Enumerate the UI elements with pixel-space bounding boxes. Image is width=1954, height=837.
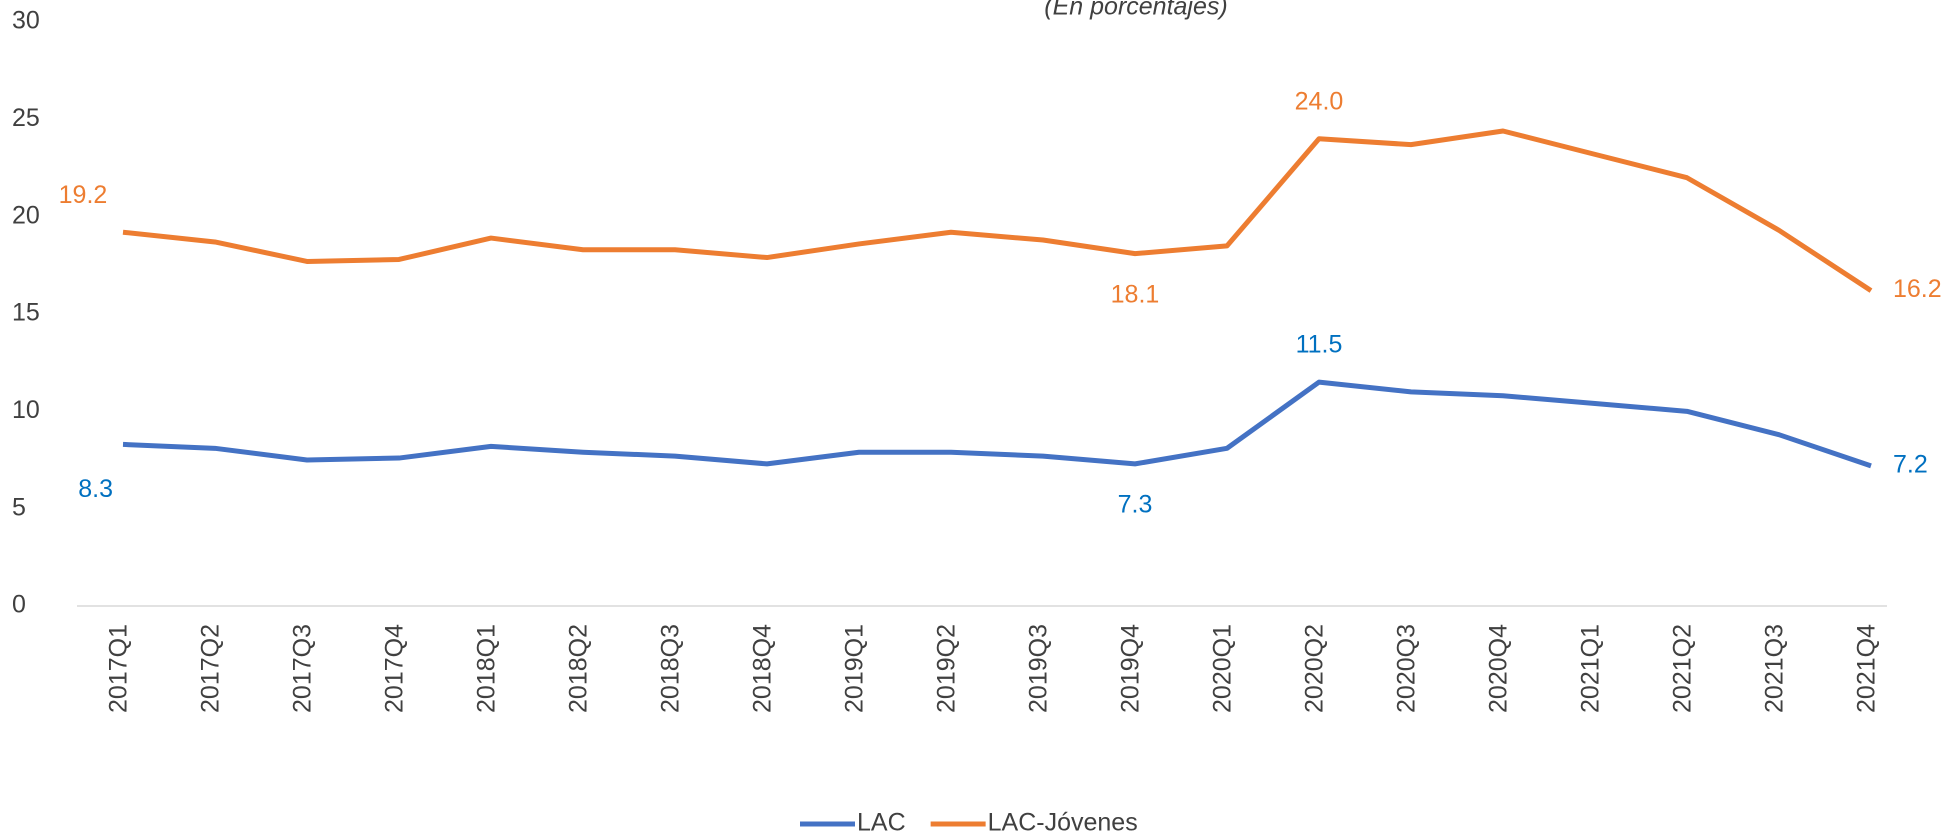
x-tick-label: 2020Q2 (1301, 624, 1329, 713)
data-label: 16.2 (1893, 275, 1942, 303)
data-label: 8.3 (78, 475, 113, 503)
x-tick-label: 2020Q4 (1485, 624, 1513, 713)
series-line (122, 379, 1872, 469)
legend-label: LAC-Jóvenes (988, 809, 1138, 837)
legend-label: LAC (857, 809, 906, 837)
x-tick-label: 2018Q2 (565, 624, 593, 713)
y-tick-label: 25 (12, 104, 40, 132)
x-tick-label: 2020Q3 (1393, 624, 1421, 713)
x-tick-label: 2018Q3 (657, 624, 685, 713)
x-tick-label: 2019Q2 (933, 624, 961, 713)
y-tick-label: 15 (12, 299, 40, 327)
x-tick-label: 2019Q1 (841, 624, 869, 713)
series-line (122, 128, 1873, 293)
x-tick-label: 2021Q3 (1761, 624, 1789, 713)
x-tick-label: 2021Q2 (1669, 624, 1697, 713)
x-tick-label: 2019Q4 (1117, 624, 1145, 713)
data-label: 18.1 (1111, 280, 1160, 308)
data-label: 7.3 (1118, 491, 1153, 519)
x-tick-label: 2021Q1 (1577, 624, 1605, 713)
x-tick-label: 2020Q1 (1209, 624, 1237, 713)
chart-subtitle: (En porcentajes) (1044, 0, 1227, 21)
y-tick-label: 10 (12, 396, 40, 424)
y-tick-label: 5 (12, 493, 26, 521)
data-label: 19.2 (59, 181, 108, 209)
x-tick-label: 2017Q2 (197, 624, 225, 713)
y-tick-label: 20 (12, 201, 40, 229)
data-label: 24.0 (1295, 87, 1344, 115)
x-tick-label: 2018Q4 (749, 624, 777, 713)
x-tick-label: 2017Q4 (381, 624, 409, 713)
data-label: 7.2 (1893, 450, 1928, 478)
x-tick-label: 2019Q3 (1025, 624, 1053, 713)
x-tick-label: 2017Q1 (105, 624, 133, 713)
data-label: 11.5 (1296, 331, 1343, 359)
y-tick-label: 0 (12, 591, 26, 619)
y-tick-label: 30 (12, 7, 40, 35)
x-tick-label: 2018Q1 (473, 624, 501, 713)
x-tick-label: 2017Q3 (289, 624, 317, 713)
x-tick-label: 2021Q4 (1853, 624, 1881, 713)
